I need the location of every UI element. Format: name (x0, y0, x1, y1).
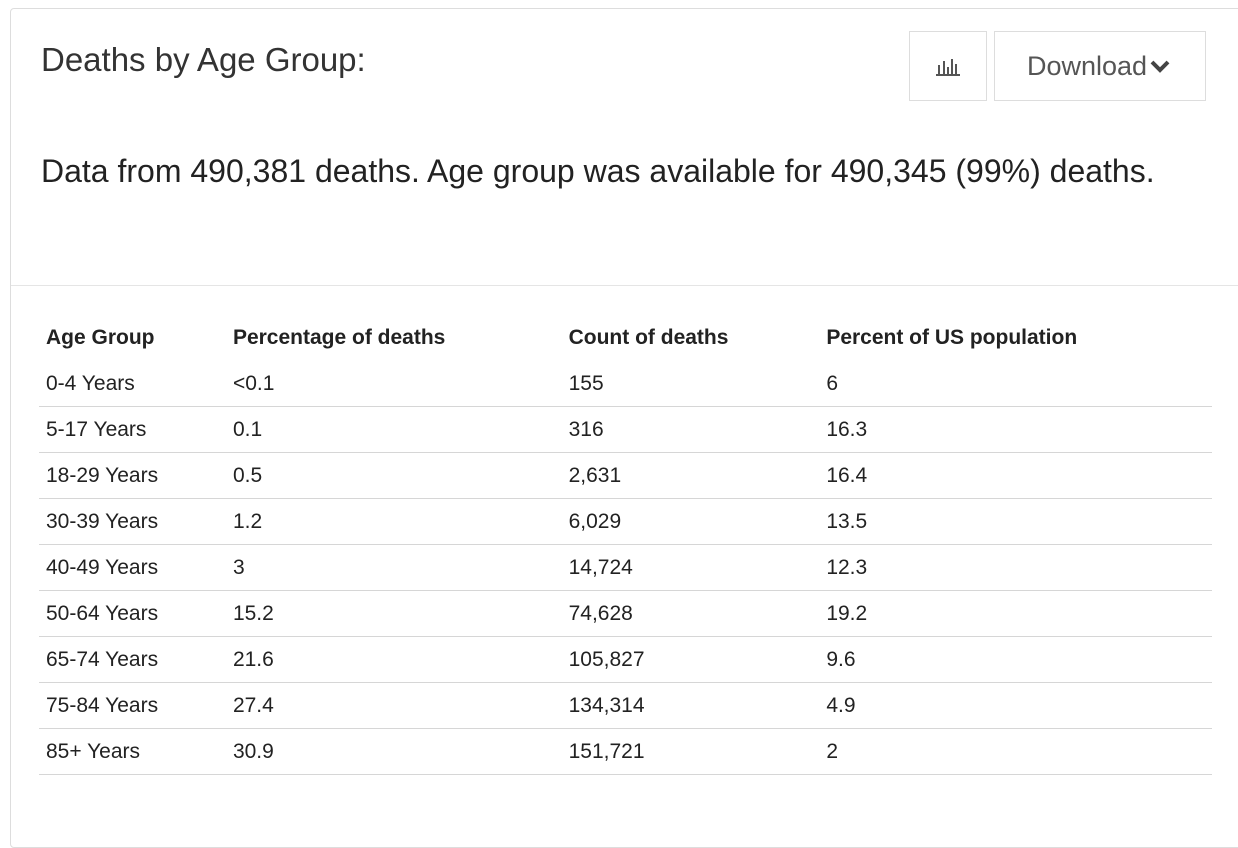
data-table: Age Group Percentage of deaths Count of de… (39, 315, 1212, 775)
table-cell: 16.4 (819, 452, 1212, 499)
table-cell: 40-49 Years (39, 544, 226, 591)
chart-icon (936, 59, 960, 76)
table-cell: 30-39 Years (39, 498, 226, 545)
table-cell: 134,314 (561, 682, 820, 729)
table-cell: 75-84 Years (39, 682, 226, 729)
table-cell: 6,029 (561, 498, 820, 545)
table-cell: 6 (819, 361, 1212, 407)
chart-button[interactable] (909, 31, 987, 101)
table-cell: 155 (561, 361, 820, 407)
table-cell: 2,631 (561, 452, 820, 499)
table-row: 18-29 Years 0.5 2,631 16.4 (39, 452, 1212, 499)
title: Deaths by Age Group: (41, 41, 366, 78)
table-row: 75-84 Years 27.4 134,314 4.9 (39, 682, 1212, 729)
table-cell: 74,628 (561, 590, 820, 637)
table-head: Age Group Percentage of deaths Count of de… (39, 315, 1212, 361)
column-header: Percent of US population (826, 326, 1078, 349)
table-cell: <0.1 (225, 361, 562, 407)
table-cell: 1.2 (225, 498, 562, 545)
card: Deaths by Age Group: Download Data from … (10, 8, 1238, 848)
download-button[interactable]: Download (994, 31, 1206, 101)
table-row: 30-39 Years 1.2 6,029 13.5 (39, 498, 1212, 545)
table-cell: 30.9 (225, 728, 562, 775)
table-cell: 19.2 (819, 590, 1212, 637)
table-cell: 85+ Years (39, 728, 226, 775)
table-cell: 27.4 (225, 682, 562, 729)
table-cell: 0.5 (225, 452, 562, 499)
table-cell: 316 (561, 406, 820, 453)
table-row: 5-17 Years 0.1 316 16.3 (39, 406, 1212, 453)
column-header: Percentage of deaths (232, 326, 446, 349)
table-cell: 0-4 Years (39, 361, 226, 407)
table-cell: 50-64 Years (39, 590, 226, 637)
description: Data from 490,381 deaths. Age group was … (41, 153, 1155, 189)
table-cell: 13.5 (819, 498, 1212, 545)
chevron-icon (1150, 60, 1170, 73)
table-cell: 12.3 (819, 544, 1212, 591)
table-cell: 18-29 Years (39, 452, 226, 499)
table-cell: 0.1 (225, 406, 562, 453)
table-cell: 2 (819, 728, 1212, 775)
table-cell: 21.6 (225, 636, 562, 683)
download-label: Download (1026, 50, 1148, 81)
table-cell: 9.6 (819, 636, 1212, 683)
table-row: 50-64 Years 15.2 74,628 19.2 (39, 590, 1212, 637)
table-cell: 151,721 (561, 728, 820, 775)
separator (11, 285, 1238, 286)
table-cell: 15.2 (225, 590, 562, 637)
table-cell: 105,827 (561, 636, 820, 683)
table-body: 0-4 Years <0.1 155 6 5-17 Years 0.1 316 16.3 18-… (39, 361, 1212, 775)
table-row: 85+ Years 30.9 151,721 2 (39, 728, 1212, 775)
table-cell: 16.3 (819, 406, 1212, 453)
table-cell: 65-74 Years (39, 636, 226, 683)
table-row: 40-49 Years 3 14,724 12.3 (39, 544, 1212, 591)
table-row: 0-4 Years <0.1 155 6 (39, 361, 1212, 407)
header-row: Age Group Percentage of deaths Count of de… (39, 315, 1212, 361)
column-header: Count of deaths (568, 326, 729, 349)
table-cell: 3 (225, 544, 562, 591)
table-row: 65-74 Years 21.6 105,827 9.6 (39, 636, 1212, 683)
column-header: Age Group (46, 326, 155, 349)
table-cell: 5-17 Years (39, 406, 226, 453)
table-cell: 14,724 (561, 544, 820, 591)
table-cell: 4.9 (819, 682, 1212, 729)
